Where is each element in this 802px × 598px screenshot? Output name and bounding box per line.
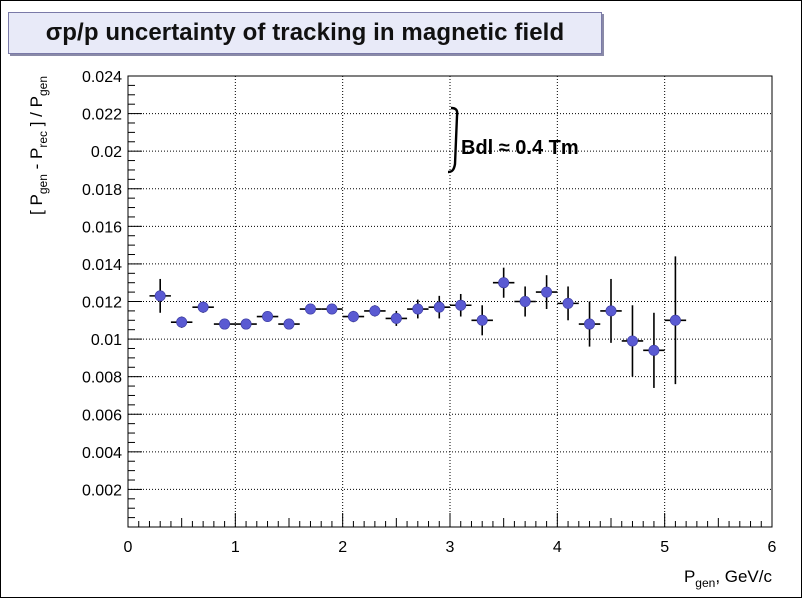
data-point — [283, 318, 295, 330]
data-point — [476, 314, 488, 326]
data-point — [240, 318, 252, 330]
y-tick-label: 0.014 — [82, 257, 122, 274]
y-tick-label: 0.016 — [82, 219, 122, 236]
data-point — [390, 312, 402, 324]
data-point — [626, 335, 638, 347]
y-tick-label: 0.024 — [82, 69, 122, 86]
integral-symbol — [447, 106, 459, 174]
y-tick-label: 0.01 — [91, 332, 122, 349]
data-point — [648, 344, 660, 356]
data-point — [262, 311, 274, 323]
data-point — [562, 297, 574, 309]
data-point — [347, 311, 359, 323]
data-point — [369, 305, 381, 317]
data-point — [584, 318, 596, 330]
data-point — [154, 290, 166, 302]
data-point — [455, 299, 467, 311]
data-point — [176, 316, 188, 328]
annotation-text: Bdl ≈ 0.4 Tm — [461, 137, 579, 159]
data-point — [519, 295, 531, 307]
data-point — [219, 318, 231, 330]
x-tick-label: 3 — [446, 539, 455, 556]
data-point — [541, 286, 553, 298]
x-tick-label: 1 — [231, 539, 240, 556]
y-tick-label: 0.004 — [82, 445, 122, 462]
data-point — [605, 305, 617, 317]
data-point — [669, 314, 681, 326]
y-tick-label: 0.022 — [82, 107, 122, 124]
y-tick-label: 0.002 — [82, 482, 122, 499]
x-tick-label: 0 — [124, 539, 133, 556]
x-tick-label: 2 — [338, 539, 347, 556]
y-tick-label: 0.008 — [82, 370, 122, 387]
data-point — [197, 301, 209, 313]
data-point — [498, 277, 510, 289]
data-point — [433, 301, 445, 313]
data-point — [412, 303, 424, 315]
x-tick-label: 6 — [768, 539, 777, 556]
x-axis-label: Pgen, GeV/c — [684, 567, 773, 590]
y-tick-label: 0.012 — [82, 295, 122, 312]
chart-title: σp/p uncertainty of tracking in magnetic… — [8, 12, 602, 54]
data-point — [326, 303, 338, 315]
x-tick-label: 5 — [660, 539, 669, 556]
y-axis-label: [ Pgen - Prec ] / Pgen — [27, 76, 50, 215]
data-point — [304, 303, 316, 315]
y-tick-label: 0.02 — [91, 144, 122, 161]
y-tick-label: 0.018 — [82, 182, 122, 199]
y-tick-label: 0.006 — [82, 407, 122, 424]
x-tick-label: 4 — [553, 539, 562, 556]
